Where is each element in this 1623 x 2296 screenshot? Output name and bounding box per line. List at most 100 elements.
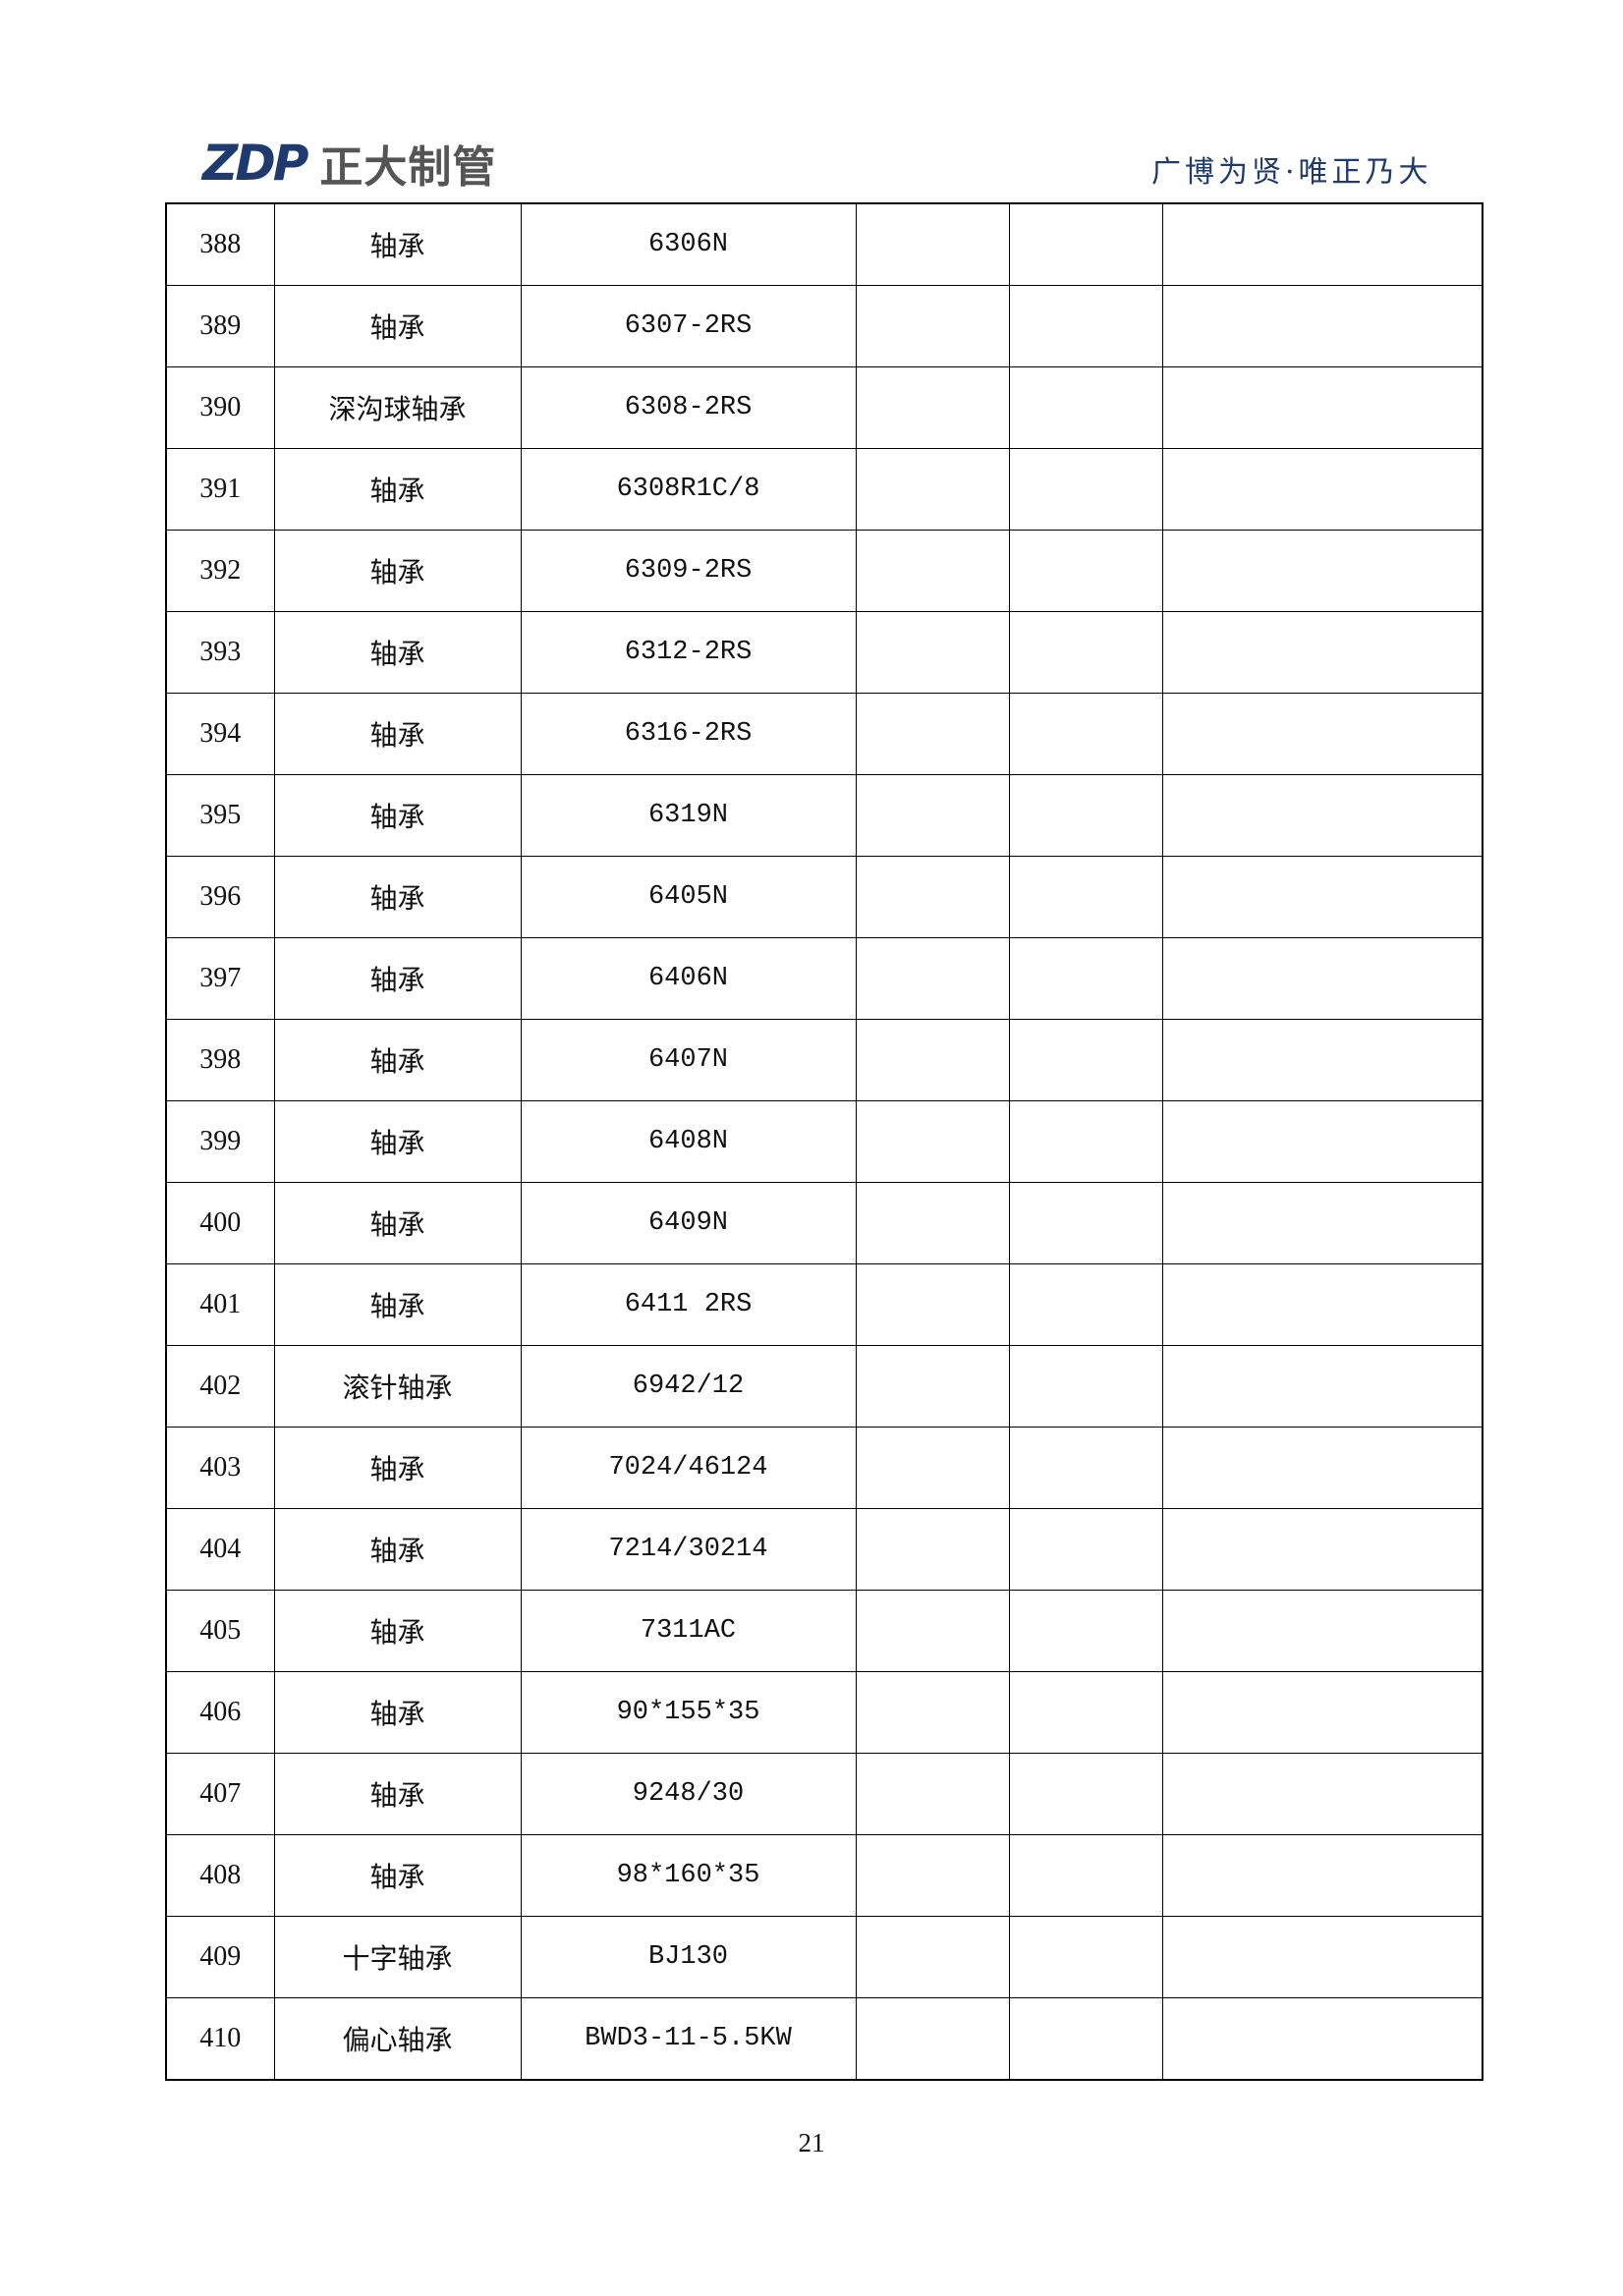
table-row: 403 轴承 7024/46124 — [165, 1427, 1483, 1509]
empty-cell — [1008, 1753, 1163, 1835]
empty-cell — [855, 1590, 1010, 1672]
row-number: 398 — [165, 1019, 275, 1101]
table-row: 392 轴承 6309-2RS — [165, 530, 1483, 612]
row-number: 397 — [165, 937, 275, 1020]
empty-cell — [1008, 1916, 1163, 1998]
empty-cell — [1008, 1590, 1163, 1672]
empty-cell — [1161, 285, 1483, 367]
item-name: 轴承 — [273, 856, 522, 938]
empty-cell — [855, 1427, 1010, 1509]
item-name: 轴承 — [273, 774, 522, 857]
table-row: 401 轴承 6411 2RS — [165, 1263, 1483, 1346]
table-row: 389 轴承 6307-2RS — [165, 285, 1483, 367]
item-model: 6319N — [520, 774, 857, 857]
empty-cell — [855, 1182, 1010, 1264]
item-name: 轴承 — [273, 448, 522, 531]
empty-cell — [855, 693, 1010, 775]
empty-cell — [855, 774, 1010, 857]
empty-cell — [1008, 937, 1163, 1020]
item-model: BWD3-11-5.5KW — [520, 1997, 857, 2081]
row-number: 403 — [165, 1427, 275, 1509]
empty-cell — [1161, 856, 1483, 938]
empty-cell — [855, 937, 1010, 1020]
item-model: 6308-2RS — [520, 366, 857, 449]
empty-cell — [1161, 1590, 1483, 1672]
empty-cell — [855, 1916, 1010, 1998]
table-row: 390 深沟球轴承 6308-2RS — [165, 366, 1483, 449]
item-name: 轴承 — [273, 1100, 522, 1183]
row-number: 399 — [165, 1100, 275, 1183]
empty-cell — [855, 856, 1010, 938]
row-number: 395 — [165, 774, 275, 857]
table-row: 404 轴承 7214/30214 — [165, 1508, 1483, 1591]
empty-cell — [1161, 1182, 1483, 1264]
empty-cell — [855, 1671, 1010, 1754]
item-name: 轴承 — [273, 530, 522, 612]
table-row: 408 轴承 98*160*35 — [165, 1834, 1483, 1917]
row-number: 394 — [165, 693, 275, 775]
empty-cell — [1008, 1427, 1163, 1509]
empty-cell — [1161, 1345, 1483, 1428]
item-name: 轴承 — [273, 1671, 522, 1754]
empty-cell — [1008, 285, 1163, 367]
slogan: 广博为贤·唯正乃大 — [1151, 155, 1432, 190]
empty-cell — [1008, 693, 1163, 775]
item-name: 轴承 — [273, 285, 522, 367]
table-row: 394 轴承 6316-2RS — [165, 693, 1483, 775]
empty-cell — [855, 448, 1010, 531]
empty-cell — [1008, 366, 1163, 449]
table-row: 396 轴承 6405N — [165, 856, 1483, 938]
empty-cell — [1161, 1263, 1483, 1346]
empty-cell — [855, 1263, 1010, 1346]
empty-cell — [1161, 1753, 1483, 1835]
empty-cell — [1008, 1834, 1163, 1917]
row-number: 409 — [165, 1916, 275, 1998]
empty-cell — [1008, 1671, 1163, 1754]
item-model: 6309-2RS — [520, 530, 857, 612]
item-model: 6406N — [520, 937, 857, 1020]
parts-table: 388 轴承 6306N 389 轴承 6307-2RS 390 深沟球轴承 6308-2RS 3… — [165, 202, 1483, 2081]
item-name: 轴承 — [273, 1182, 522, 1264]
row-number: 391 — [165, 448, 275, 531]
item-model: 6312-2RS — [520, 611, 857, 694]
empty-cell — [1161, 1427, 1483, 1509]
logo-mark: ZDP — [202, 135, 308, 192]
table-row: 410 偏心轴承 BWD3-11-5.5KW — [165, 1997, 1483, 2081]
item-name: 轴承 — [273, 1753, 522, 1835]
empty-cell — [855, 611, 1010, 694]
item-name: 轴承 — [273, 1590, 522, 1672]
item-name: 轴承 — [273, 693, 522, 775]
empty-cell — [1008, 611, 1163, 694]
row-number: 406 — [165, 1671, 275, 1754]
empty-cell — [855, 1997, 1010, 2081]
table-row: 393 轴承 6312-2RS — [165, 611, 1483, 694]
empty-cell — [1161, 1834, 1483, 1917]
empty-cell — [855, 366, 1010, 449]
table-row: 405 轴承 7311AC — [165, 1590, 1483, 1672]
item-model: 6409N — [520, 1182, 857, 1264]
row-number: 400 — [165, 1182, 275, 1264]
item-model: 6411 2RS — [520, 1263, 857, 1346]
empty-cell — [1008, 202, 1163, 286]
empty-cell — [1008, 1997, 1163, 2081]
company-logo: ZDP 正大制管 — [202, 135, 496, 193]
item-name: 轴承 — [273, 1263, 522, 1346]
empty-cell — [855, 1345, 1010, 1428]
row-number: 393 — [165, 611, 275, 694]
item-model: 90*155*35 — [520, 1671, 857, 1754]
row-number: 389 — [165, 285, 275, 367]
empty-cell — [1008, 1263, 1163, 1346]
empty-cell — [855, 1834, 1010, 1917]
item-model: 6942/12 — [520, 1345, 857, 1428]
row-number: 388 — [165, 202, 275, 286]
table-row: 406 轴承 90*155*35 — [165, 1671, 1483, 1754]
item-name: 轴承 — [273, 611, 522, 694]
item-model: 98*160*35 — [520, 1834, 857, 1917]
item-model: 6308R1C/8 — [520, 448, 857, 531]
item-model: 9248/30 — [520, 1753, 857, 1835]
empty-cell — [1008, 774, 1163, 857]
item-model: 7311AC — [520, 1590, 857, 1672]
empty-cell — [1008, 530, 1163, 612]
empty-cell — [1161, 1100, 1483, 1183]
empty-cell — [1008, 1508, 1163, 1591]
